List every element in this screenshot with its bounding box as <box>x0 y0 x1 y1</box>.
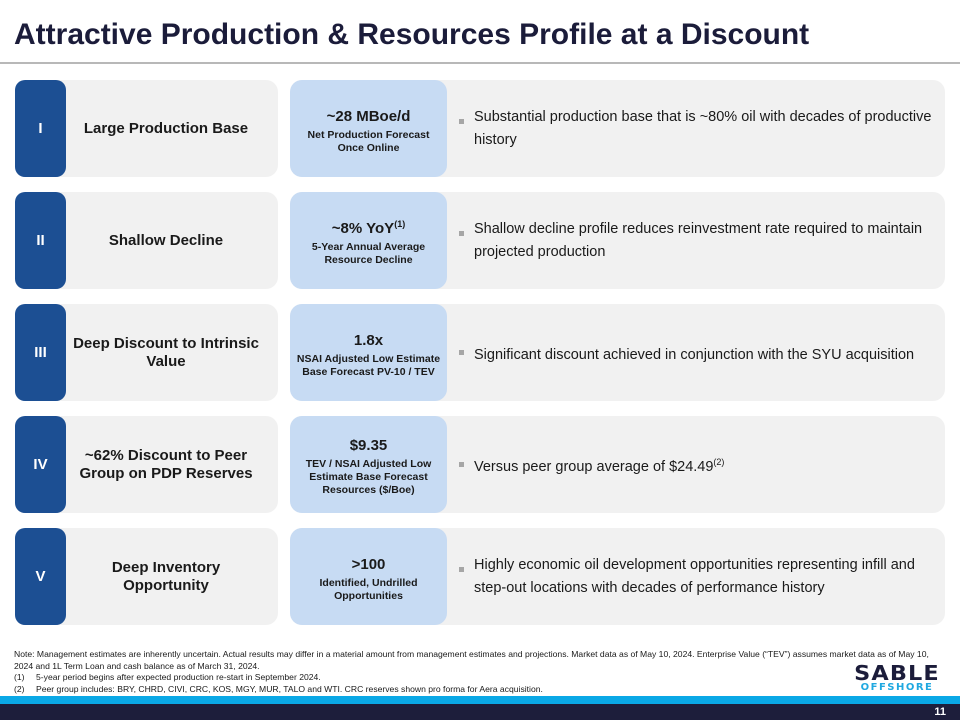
metric-card: ~8% YoY(1) 5-Year Annual Average Resourc… <box>290 192 447 289</box>
square-bullet-icon <box>459 567 464 572</box>
footnote-text: 5-year period begins after expected prod… <box>36 672 321 682</box>
bullet-point: Highly economic oil development opportun… <box>459 528 934 625</box>
row-label: Large Production Base <box>83 119 249 137</box>
row-label: ~62% Discount to Peer Group on PDP Reser… <box>79 446 253 482</box>
square-bullet-icon <box>459 462 464 467</box>
metric-description: Identified, Undrilled Opportunities <box>319 576 418 602</box>
footnote-1: (1) 5-year period begins after expected … <box>14 672 944 684</box>
page-title: Attractive Production & Resources Profil… <box>14 18 810 51</box>
feature-row-5: V Deep Inventory Opportunity >100 Identi… <box>0 528 960 626</box>
metric-value: $9.35 <box>349 437 388 454</box>
bullet-text: Significant discount achieved in conjunc… <box>474 346 915 363</box>
metric-description: TEV / NSAI Adjusted Low Estimate Base Fo… <box>305 458 432 496</box>
numeral-tab: III <box>15 304 66 401</box>
footnote-text: Peer group includes: BRY, CHRD, CIVI, CR… <box>36 683 543 694</box>
footnote-number: (1) <box>14 672 25 682</box>
numeral-tab: IV <box>15 416 66 513</box>
metric-card: $9.35 TEV / NSAI Adjusted Low Estimate B… <box>290 416 447 513</box>
bullet-text: Highly economic oil development opportun… <box>474 557 915 596</box>
footnotes: Note: Management estimates are inherentl… <box>14 649 944 695</box>
logo-subtitle: OFFSHORE <box>860 682 934 693</box>
logo-wordmark: SABLE <box>854 661 940 685</box>
metric-card: 1.8x NSAI Adjusted Low Estimate Base For… <box>290 304 447 401</box>
metric-description: NSAI Adjusted Low Estimate Base Forecast… <box>296 352 441 378</box>
bullet-text: Versus peer group average of $24.49(2) <box>474 457 725 475</box>
metric-card: >100 Identified, Undrilled Opportunities <box>290 528 447 625</box>
footnote-2: (2) Peer group includes: BRY, CHRD, CIVI… <box>14 684 944 696</box>
feature-row-2: II Shallow Decline ~8% YoY(1) 5-Year Ann… <box>0 192 960 290</box>
feature-row-4: IV ~62% Discount to Peer Group on PDP Re… <box>0 416 960 514</box>
numeral-tab: I <box>15 80 66 177</box>
title-divider <box>0 62 960 64</box>
metric-value: ~8% YoY(1) <box>331 218 406 237</box>
square-bullet-icon <box>459 119 464 124</box>
feature-row-3: III Deep Discount to Intrinsic Value 1.8… <box>0 304 960 402</box>
bullet-text: Substantial production base that is ~80%… <box>474 109 932 148</box>
metric-value: ~28 MBoe/d <box>326 107 411 125</box>
metric-value: >100 <box>351 555 386 573</box>
bullet-point: Significant discount achieved in conjunc… <box>459 304 934 401</box>
footer-accent-bar <box>0 696 960 704</box>
row-label: Deep Discount to Intrinsic Value <box>73 334 259 370</box>
feature-row-1: I Large Production Base ~28 MBoe/d Net P… <box>0 80 960 178</box>
footer-bar <box>0 704 960 720</box>
square-bullet-icon <box>459 231 464 236</box>
bullet-point: Versus peer group average of $24.49(2) <box>459 416 934 513</box>
row-label: Shallow Decline <box>108 231 224 249</box>
bullet-point: Substantial production base that is ~80%… <box>459 80 934 177</box>
row-label: Deep Inventory Opportunity <box>111 558 221 594</box>
footnote-note: Note: Management estimates are inherentl… <box>14 649 929 671</box>
square-bullet-icon <box>459 350 464 355</box>
sable-offshore-logo: SABLE OFFSHORE <box>848 663 946 694</box>
metric-value: 1.8x <box>353 331 384 349</box>
numeral-tab: V <box>15 528 66 625</box>
numeral-tab: II <box>15 192 66 289</box>
bullet-text: Shallow decline profile reduces reinvest… <box>474 221 923 260</box>
page-number: 11 <box>934 706 946 718</box>
metric-description: 5-Year Annual Average Resource Decline <box>311 240 426 266</box>
bullet-point: Shallow decline profile reduces reinvest… <box>459 192 934 289</box>
metric-description: Net Production Forecast Once Online <box>307 128 430 154</box>
metric-card: ~28 MBoe/d Net Production Forecast Once … <box>290 80 447 177</box>
footnote-number: (2) <box>14 683 25 694</box>
